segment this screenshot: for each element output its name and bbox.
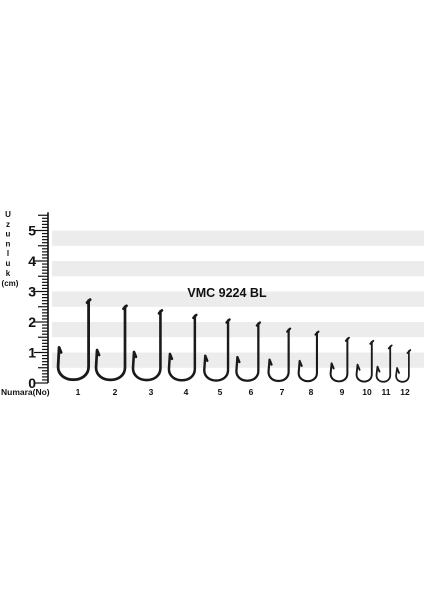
fishhook-4 [167,314,197,382]
y-axis-label-letter: n [6,239,11,248]
hook-number-label: 2 [113,387,118,397]
hook-number-label: 8 [309,387,314,397]
y-tick-label: 0 [28,375,36,391]
fishhook-11 [375,345,392,383]
fishhook-eye [192,313,198,320]
hook-number-label: 12 [400,387,410,397]
hook-number-label: 7 [280,387,285,397]
fishhook-eye [406,349,412,354]
y-axis-label-letter: z [6,220,10,229]
x-axis-label: Numara(No) [1,387,50,397]
y-axis-label-letter: u [6,259,11,268]
background-stripe [52,215,424,231]
hook-number-label: 4 [184,387,189,397]
fishhook-eye [255,321,261,327]
y-tick-label: 1 [28,345,36,361]
hook-number-labels: 1 2 3 4 5 6 7 8 9 10 11 12 [76,387,410,397]
hook-number-label: 11 [382,387,391,397]
fishhook-10 [355,340,373,383]
y-axis-label-letter: k [6,269,11,278]
hook-series [56,298,412,383]
fishhook-eye [157,309,164,315]
hook-number-label: 1 [76,387,81,397]
y-axis-unit: (cm) [2,279,19,288]
background-stripe [52,337,424,353]
hook-number-label: 10 [362,387,372,397]
y-tick-label: 5 [28,223,36,239]
hook-number-label: 9 [340,387,345,397]
background-stripe [52,261,424,277]
fishhook-eye [85,298,92,305]
fishhook-6 [235,322,260,382]
fishhook-eye [369,339,375,345]
y-axis-label-letter: u [6,230,11,239]
fishhook-eye [225,318,231,324]
fishhook-eye [122,304,128,311]
fishhook-7 [267,328,290,383]
fishhook-12 [395,350,410,383]
chart-title: VMC 9224 BL [187,286,267,300]
fishhook-5 [203,319,230,382]
fishhook-1 [56,299,90,381]
fishhook-eye [314,330,320,336]
fishhook-2 [94,305,127,382]
background-stripe [52,322,424,338]
background-stripe [52,230,424,246]
y-tick-label: 3 [28,284,36,300]
fishhook-9 [329,337,349,383]
background-stripe [52,306,424,322]
length-ruler: 0 1 2 3 4 5 [28,212,49,391]
fishhook-3 [131,310,162,382]
y-tick-label: 2 [28,314,36,330]
y-axis-label-letter: U [5,210,11,219]
hook-number-label: 6 [249,387,254,397]
y-axis-label-letter: l [7,249,9,258]
background-stripe [52,291,424,307]
hook-number-label: 3 [149,387,154,397]
background-stripe [52,276,424,292]
y-tick-label: 4 [28,253,36,269]
background-stripe [52,245,424,261]
background-stripes [52,215,424,383]
fishhook-eye [387,344,393,350]
fishhook-eye [344,336,350,342]
fishhook-8 [297,331,319,383]
hook-number-label: 5 [218,387,223,397]
fishhook-eye [286,327,292,333]
